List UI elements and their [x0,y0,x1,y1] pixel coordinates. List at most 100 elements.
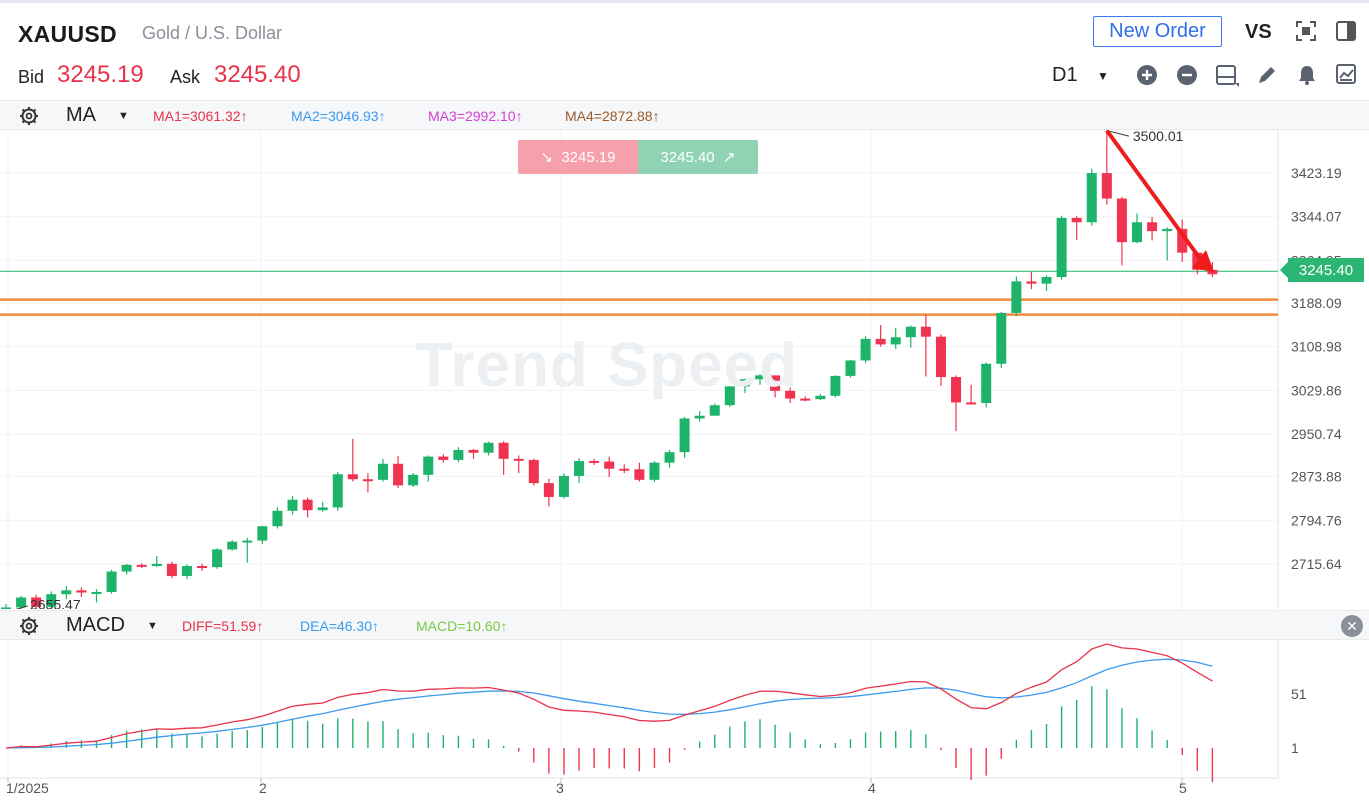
candle-body [136,564,147,567]
macd-chart[interactable]: 51 1 1/2025 2 3 4 5 [0,640,1369,805]
panel-toggle-icon[interactable] [1334,19,1358,43]
candle-body [212,549,223,568]
x-axis-label: 2 [259,780,267,796]
buy-price-button[interactable]: 3245.40 ↗ [638,140,758,174]
main-indicator-name[interactable]: MA [66,104,96,126]
candle-body [362,479,373,482]
macd-tick-label: 1 [1291,740,1299,756]
alert-bell-icon[interactable] [1295,63,1319,87]
close-indicator-icon[interactable]: ✕ [1341,615,1363,637]
candle-body [121,564,132,572]
candle-body [1056,217,1067,277]
high-label: 3500.01 [1133,130,1184,144]
x-axis-label: 3 [556,780,564,796]
price-chart[interactable]: 3423.193344.073264.953188.093108.983029.… [0,130,1369,609]
candle-body [528,459,539,484]
candle-body [770,375,781,391]
diff-value: DIFF=51.59↑ [182,618,264,634]
compare-vs-button[interactable]: VS [1245,21,1272,43]
price-tick-label: 3344.07 [1291,209,1342,225]
candle-body [151,563,162,567]
candle-body [1147,222,1158,232]
candle-body [589,461,600,464]
candle-body [800,398,811,401]
candle-body [1026,281,1037,284]
candle-body [905,326,916,338]
trend-arrow-line [1105,130,1206,266]
candle-body [317,507,328,511]
candle-body [709,405,720,416]
draw-pencil-icon[interactable] [1255,63,1279,87]
candle-body [438,456,449,460]
ma2-value: MA2=3046.93↑ [291,108,386,124]
candle-body [860,338,871,361]
ma-settings-gear-icon[interactable] [18,106,40,126]
price-tick-label: 2950.74 [1291,426,1342,442]
candle-body [634,469,645,480]
candle-body [378,463,388,480]
sell-price-button[interactable]: ↘ 3245.19 [518,140,638,174]
candle-body [890,337,901,345]
candle-body [513,458,524,461]
dea-value: DEA=46.30↑ [300,618,379,634]
candle-body [468,449,479,453]
candle-body [408,474,419,486]
watermark-text: Trend Speed [415,331,799,400]
candle-body [1177,228,1188,253]
candle-body [951,377,962,403]
chevron-down-icon[interactable]: ▼ [1097,69,1109,83]
zoom-in-icon[interactable] [1135,63,1159,87]
candle-body [1207,269,1218,275]
candle-body [543,483,554,497]
candle-body [1116,198,1127,243]
candle-body [574,461,585,476]
candle-body [996,312,1007,364]
candle-body [694,415,705,419]
ma1-value: MA1=3061.32↑ [153,108,248,124]
chevron-down-icon[interactable]: ▼ [118,110,129,122]
low-marker-line [15,605,29,609]
candle-body [46,594,57,607]
candle-body [197,566,208,569]
trend-arrow-head [1192,250,1214,273]
candle-body [76,590,87,593]
candle-body [1071,217,1082,223]
candle-body [875,338,886,345]
price-tick-label: 2794.76 [1291,512,1342,528]
bid-price: 3245.19 [57,61,144,88]
candle-body [815,395,826,400]
candle-body [664,452,675,463]
candle-body [483,442,494,453]
symbol-name[interactable]: XAUUSD [18,21,117,47]
sub-indicator-name[interactable]: MACD [66,614,125,636]
candle-body [830,375,841,396]
current-price-tag: 3245.40 [1280,258,1364,282]
x-axis-label: 5 [1179,780,1187,796]
candle-body [785,390,796,399]
fullscreen-icon[interactable] [1294,19,1318,43]
candle-body [981,363,992,403]
indicator-chart-icon[interactable] [1335,63,1359,87]
candle-body [272,510,283,527]
candle-body [227,541,238,550]
diff-line [5,643,1213,749]
zoom-out-icon[interactable] [1175,63,1199,87]
candle-body [242,540,253,543]
candle-body [604,461,615,469]
ask-label: Ask [170,67,201,87]
candle-body [619,468,630,471]
dea-line [5,658,1213,749]
candle-body [393,463,404,486]
chevron-down-icon[interactable]: ▼ [147,620,158,632]
bid-label: Bid [18,67,45,87]
candle-body [453,449,464,460]
candle-body [181,566,192,576]
chart-type-icon[interactable] [1215,63,1239,87]
new-order-button[interactable]: New Order [1093,16,1222,47]
macd-settings-gear-icon[interactable] [18,616,40,636]
low-label: 2655.47 [30,597,81,609]
timeframe-selector[interactable]: D1 [1052,64,1078,86]
x-axis-label: 4 [868,780,876,796]
x-axis-label: 1/2025 [6,780,49,796]
candle-body [966,402,977,405]
